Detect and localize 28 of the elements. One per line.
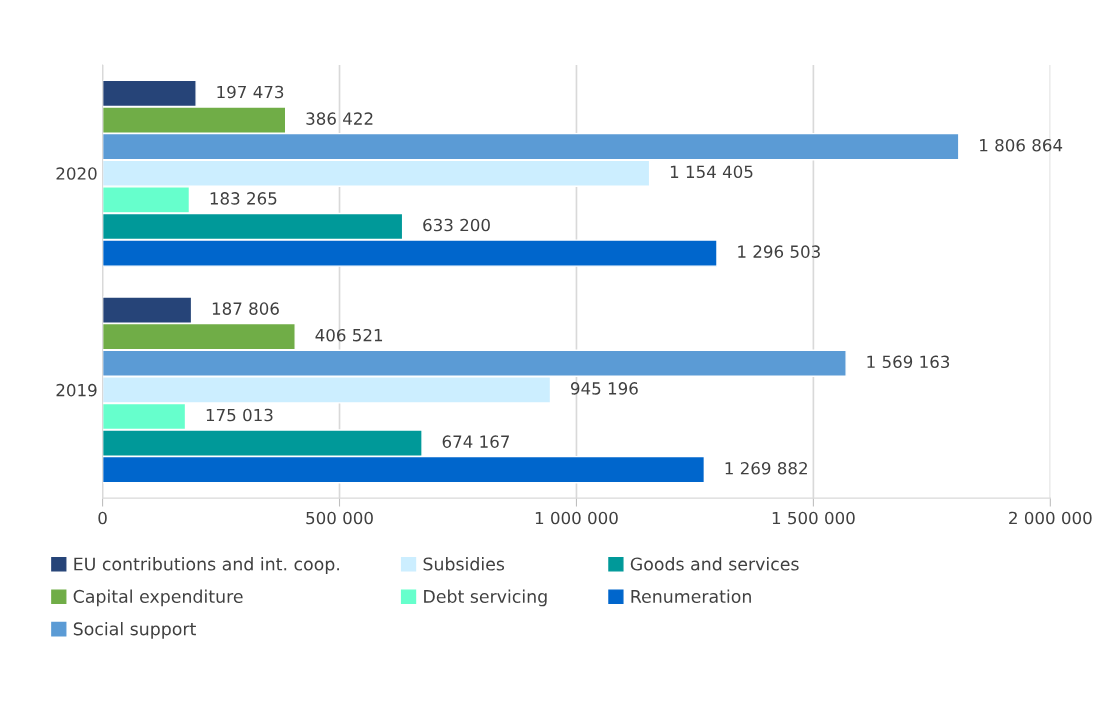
y-tick-label: 2020 — [56, 167, 97, 180]
x-tick-label: 2 000 000 — [1009, 511, 1092, 525]
legend-label: Debt servicing — [424, 589, 547, 607]
data-label: 1 569 163 — [867, 355, 950, 369]
data-label: 1 296 503 — [738, 245, 820, 258]
x-tick-label: 1 500 000 — [772, 511, 855, 525]
data-label: 1 806 864 — [980, 138, 1063, 152]
data-label: 187 806 — [212, 302, 279, 315]
legend-label: Social support — [73, 621, 196, 639]
legend-label: Subsidies — [423, 557, 505, 571]
legend-label: EU contributions and int. coop. — [74, 557, 339, 574]
data-label: 633 200 — [423, 218, 490, 232]
x-tick-label: 1 000 000 — [535, 511, 618, 525]
data-label: 1 269 882 — [725, 461, 807, 475]
x-tick-label: 0 — [98, 511, 107, 525]
data-label: 406 521 — [315, 328, 383, 342]
legend-label: Goods and services — [630, 557, 799, 571]
data-label: 386 422 — [306, 112, 373, 125]
legend-label: Renumeration — [631, 589, 751, 603]
y-tick-label: 2019 — [56, 383, 97, 397]
data-label: 197 473 — [217, 85, 284, 99]
x-tick-label: 500 000 — [306, 511, 373, 525]
data-label: 1 154 405 — [670, 165, 753, 179]
data-label: 183 265 — [210, 192, 277, 205]
data-label: 945 196 — [570, 382, 638, 395]
data-label: 674 167 — [442, 435, 509, 448]
legend-label: Capital expenditure — [73, 589, 243, 607]
data-label: 175 013 — [206, 408, 273, 422]
